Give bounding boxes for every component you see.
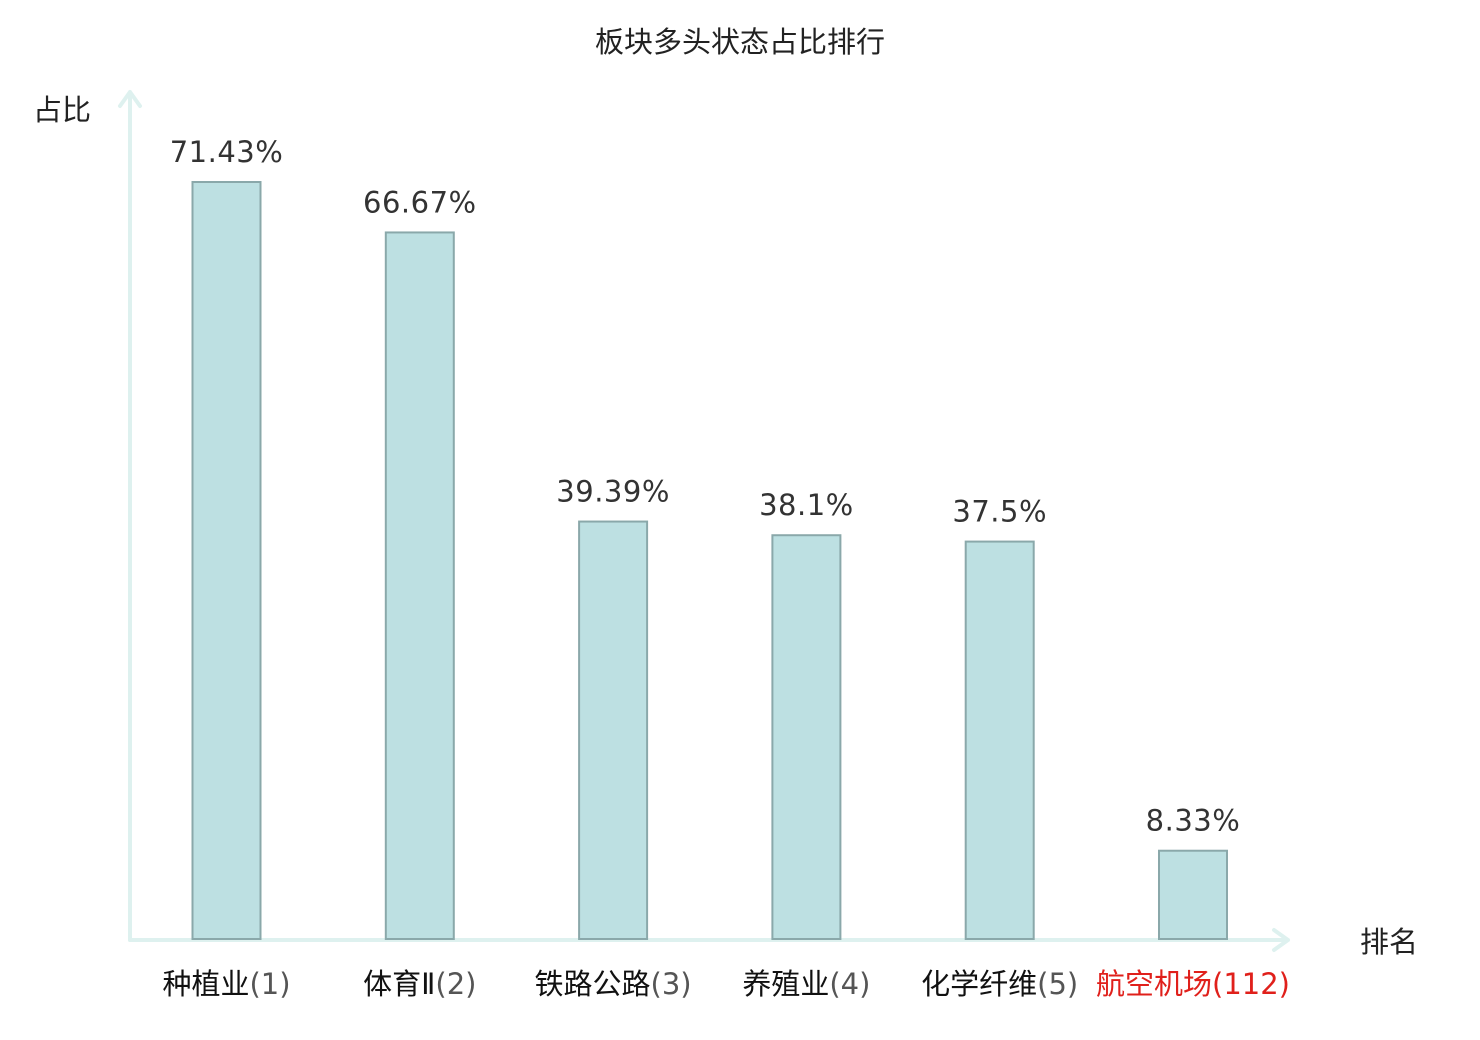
x-tick-name: 种植业	[162, 967, 249, 1001]
x-axis	[128, 928, 1290, 952]
bar	[384, 231, 455, 940]
x-tick-name: 养殖业	[742, 967, 829, 1001]
x-tick-label: 化学纤维(5)	[921, 967, 1078, 1001]
value-labels: 71.43% 66.67% 39.39% 38.1% 37.5% 8.33%	[170, 135, 1241, 838]
x-tick-rank: (5)	[1037, 967, 1078, 1001]
x-tick-rank: (112)	[1212, 967, 1290, 1001]
x-axis-title: 排名	[1360, 925, 1418, 959]
x-tick-label: 体育Ⅱ(2)	[363, 967, 476, 1001]
value-label: 38.1%	[759, 488, 854, 522]
x-tick-rank: (3)	[651, 967, 692, 1001]
y-axis-title: 占比	[33, 93, 91, 127]
value-label: 71.43%	[170, 135, 284, 169]
bar	[771, 534, 842, 941]
x-tick-rank: (4)	[829, 967, 870, 1001]
bars	[191, 181, 1228, 941]
x-tick-label: 种植业(1)	[162, 967, 290, 1001]
x-tick-name: 铁路公路	[535, 967, 651, 1001]
x-tick-label: 铁路公路(3)	[535, 967, 692, 1001]
bar	[964, 540, 1035, 940]
y-axis	[118, 90, 142, 942]
chart-title: 板块多头状态占比排行	[595, 25, 885, 59]
bar	[1158, 849, 1228, 940]
bar	[191, 181, 262, 940]
value-label: 66.67%	[363, 185, 477, 219]
x-tick-label: 养殖业(4)	[742, 967, 870, 1001]
x-tick-label: 航空机场(112)	[1096, 967, 1290, 1001]
x-tick-name: 航空机场	[1096, 967, 1212, 1001]
value-label: 37.5%	[952, 495, 1047, 529]
category-labels: 种植业(1) 体育Ⅱ(2) 铁路公路(3) 养殖业(4) 化学纤维(5) 航空机场(112…	[162, 967, 1290, 1001]
value-label: 39.39%	[556, 475, 670, 509]
x-tick-rank: (1)	[249, 967, 290, 1001]
value-label: 8.33%	[1146, 804, 1241, 838]
bar	[578, 520, 649, 940]
x-tick-name: 化学纤维	[921, 967, 1037, 1001]
x-tick-rank: (2)	[435, 967, 476, 1001]
x-tick-name: 体育Ⅱ	[363, 967, 435, 1001]
